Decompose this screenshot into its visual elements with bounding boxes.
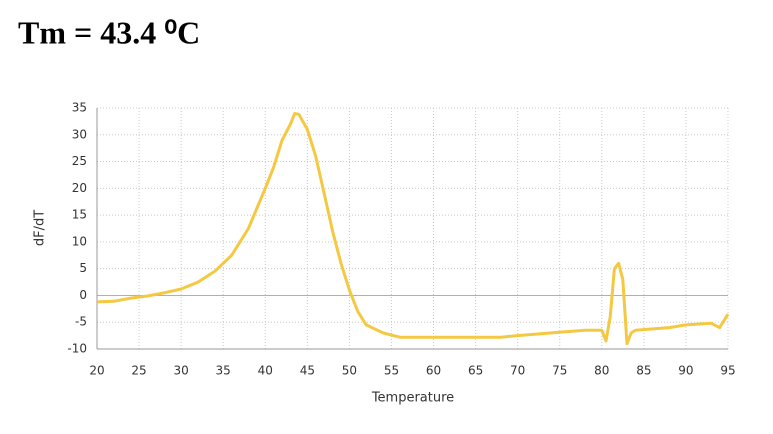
x-tick-label: 55	[384, 364, 399, 378]
y-axis-label: dF/dT	[33, 210, 48, 246]
x-tick-label: 50	[342, 364, 357, 378]
y-tick-label: 5	[79, 261, 87, 275]
y-tick-label: 15	[72, 208, 87, 222]
x-tick-label: 45	[300, 364, 315, 378]
y-tick-label: 10	[72, 234, 87, 248]
y-tick-label: 25	[72, 154, 87, 168]
data-line	[96, 111, 730, 346]
x-tick-label: 30	[173, 364, 188, 378]
y-tick-label: 35	[72, 101, 87, 115]
x-tick-label: 80	[594, 364, 609, 378]
x-tick-label: 40	[258, 364, 273, 378]
y-tick-label: 0	[79, 288, 87, 302]
x-tick-label: 65	[468, 364, 483, 378]
x-tick-label: 20	[89, 364, 104, 378]
x-tick-label: 35	[216, 364, 231, 378]
x-tick-label: 95	[720, 364, 735, 378]
x-tick-label: 60	[426, 364, 441, 378]
x-tick-label: 75	[552, 364, 567, 378]
chart-title: Tm = 43.4 ⁰C	[18, 14, 200, 50]
x-axis-label: Temperature	[371, 391, 454, 406]
x-tick-label: 70	[510, 364, 525, 378]
y-tick-label: -5	[75, 315, 87, 329]
y-tick-label: -10	[67, 342, 87, 356]
y-tick-label: 20	[72, 181, 87, 195]
x-tick-label: 90	[678, 364, 693, 378]
x-tick-label: 25	[131, 364, 146, 378]
y-tick-label: 30	[72, 127, 87, 141]
x-tick-label: 85	[636, 364, 651, 378]
